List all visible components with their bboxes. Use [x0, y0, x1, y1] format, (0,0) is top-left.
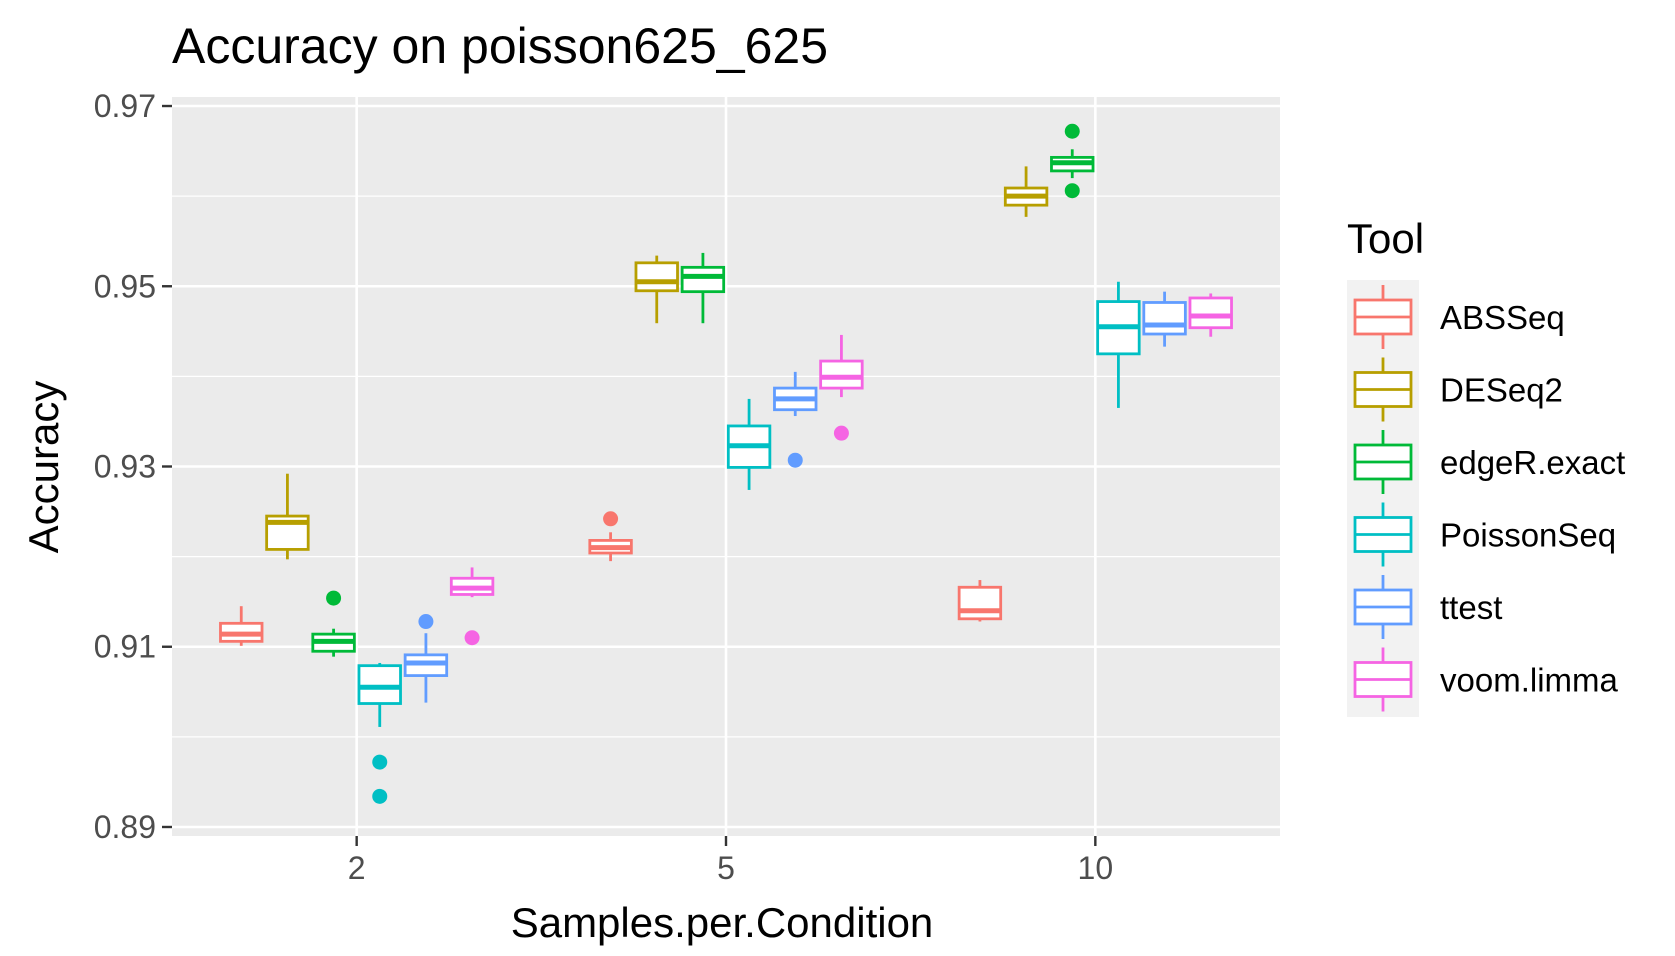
- boxplot-PoissonSeq-10: [1096, 281, 1141, 408]
- outlier-point: [464, 630, 480, 646]
- chart-title: Accuracy on poisson625_625: [172, 18, 828, 74]
- box: [1188, 296, 1233, 330]
- legend-key-background: [1347, 280, 1419, 717]
- legend-item-ttest: ttest: [1353, 575, 1502, 639]
- y-axis: 0.89 0.91 0.93 0.95 0.97: [94, 88, 172, 845]
- y-tick-label: 0.91: [94, 629, 156, 665]
- outlier-point: [372, 754, 388, 770]
- x-tick-label: 10: [1078, 850, 1114, 886]
- boxplot-ttest-2: [403, 614, 449, 703]
- boxplot-DESeq2-2: [265, 473, 310, 560]
- boxplot-marks: [219, 123, 1233, 804]
- boxplot-DESeq2-5: [634, 255, 679, 324]
- legend-label: DESeq2: [1440, 372, 1563, 409]
- boxplot-edgeR.exact-2: [311, 590, 356, 657]
- outlier-point: [418, 614, 434, 630]
- legend-label: PoissonSeq: [1440, 517, 1616, 554]
- y-tick-label: 0.93: [94, 449, 156, 485]
- boxplot-ABSSeq-10: [957, 580, 1003, 622]
- boxplot-ABSSeq-2: [219, 606, 264, 646]
- outlier-point: [1064, 183, 1080, 199]
- legend-label: ABSSeq: [1440, 299, 1565, 336]
- box: [957, 585, 1003, 621]
- box: [634, 261, 679, 293]
- legend-item-voom.limma: voom.limma: [1353, 647, 1619, 712]
- boxplot-voom.limma-2: [449, 567, 495, 646]
- boxplot-ttest-5: [773, 371, 818, 468]
- legend: Tool ABSSeq DESeq2 edgeR.exact PoissonSeq tt…: [1347, 215, 1625, 717]
- outlier-point: [787, 452, 803, 468]
- x-tick-label: 5: [717, 850, 735, 886]
- x-axis: 2 5 10: [348, 836, 1113, 886]
- y-tick-label: 0.89: [94, 809, 156, 845]
- y-tick-label: 0.95: [94, 268, 156, 304]
- x-axis-title: Samples.per.Condition: [511, 899, 934, 946]
- outlier-point: [603, 511, 619, 527]
- box: [357, 664, 402, 705]
- legend-item-ABSSeq: ABSSeq: [1353, 285, 1565, 349]
- box: [680, 265, 726, 294]
- boxplot-PoissonSeq-2: [357, 662, 402, 804]
- boxplot-DESeq2-10: [1003, 166, 1049, 217]
- boxplot-edgeR.exact-5: [680, 252, 726, 324]
- legend-label: ttest: [1440, 589, 1502, 626]
- boxplot-ABSSeq-5: [588, 511, 633, 562]
- box: [819, 359, 864, 390]
- y-tick-label: 0.97: [94, 88, 156, 124]
- legend-item-edgeR.exact: edgeR.exact: [1353, 430, 1625, 494]
- outlier-point: [326, 590, 342, 606]
- plot-panel: [172, 97, 1280, 836]
- y-axis-title: Accuracy: [20, 381, 67, 554]
- box: [1142, 301, 1187, 336]
- outlier-point: [1064, 123, 1080, 139]
- boxplot-PoissonSeq-5: [726, 398, 772, 490]
- boxplot-voom.limma-5: [819, 334, 864, 441]
- outlier-point: [833, 425, 849, 441]
- boxplot-edgeR.exact-10: [1050, 123, 1095, 199]
- x-tick-label: 2: [348, 850, 366, 886]
- legend-item-DESeq2: DESeq2: [1353, 357, 1563, 422]
- outlier-point: [372, 788, 388, 804]
- boxplot-ttest-10: [1142, 291, 1187, 347]
- legend-label: voom.limma: [1440, 662, 1619, 699]
- legend-title: Tool: [1347, 215, 1424, 262]
- legend-label: edgeR.exact: [1440, 444, 1625, 481]
- boxplot-voom.limma-10: [1188, 293, 1233, 337]
- legend-item-PoissonSeq: PoissonSeq: [1353, 502, 1616, 567]
